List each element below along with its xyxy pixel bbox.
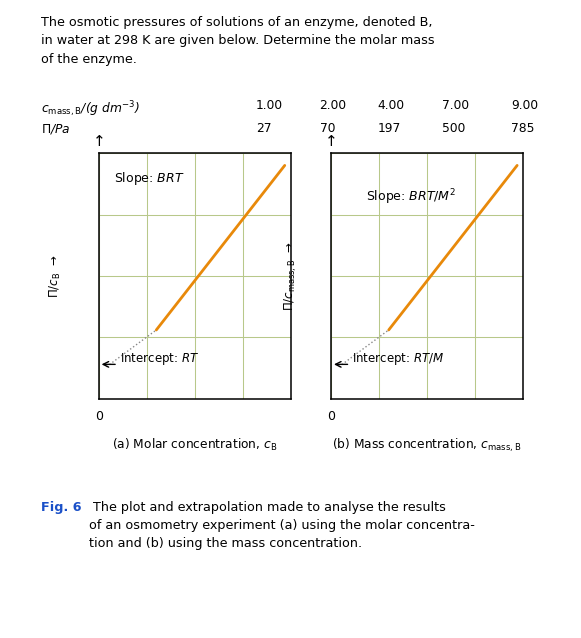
Text: 1.00: 1.00 bbox=[256, 99, 283, 112]
Text: 785: 785 bbox=[511, 122, 535, 135]
Text: Slope: $\mathit{BRT}$: Slope: $\mathit{BRT}$ bbox=[114, 170, 185, 188]
Text: (a) Molar concentration, $c_{\mathrm{B}}$: (a) Molar concentration, $c_{\mathrm{B}}… bbox=[112, 437, 277, 453]
Text: $\mathit{\Pi}$/$c_{\mathrm{B}}$  →: $\mathit{\Pi}$/$c_{\mathrm{B}}$ → bbox=[48, 254, 63, 298]
Text: $\Pi$/Pa: $\Pi$/Pa bbox=[41, 122, 70, 137]
Text: ↑: ↑ bbox=[325, 134, 338, 149]
Text: 0: 0 bbox=[95, 410, 103, 423]
Text: 4.00: 4.00 bbox=[378, 99, 405, 112]
Text: (b) Mass concentration, $c_{\mathrm{mass,B}}$: (b) Mass concentration, $c_{\mathrm{mass… bbox=[332, 437, 522, 454]
Text: 0: 0 bbox=[327, 410, 335, 423]
Text: 500: 500 bbox=[442, 122, 465, 135]
Text: $\mathit{\Pi}$/$c_{\mathrm{mass,B}}$  →: $\mathit{\Pi}$/$c_{\mathrm{mass,B}}$ → bbox=[282, 241, 299, 311]
Text: Intercept: $\mathit{RT}$/$\mathit{M}$: Intercept: $\mathit{RT}$/$\mathit{M}$ bbox=[352, 351, 444, 367]
Text: 197: 197 bbox=[378, 122, 401, 135]
Text: Intercept: $\mathit{RT}$: Intercept: $\mathit{RT}$ bbox=[120, 351, 199, 367]
Text: 7.00: 7.00 bbox=[442, 99, 469, 112]
Text: $c_{\mathrm{mass,B}}$/(g dm$^{-3}$): $c_{\mathrm{mass,B}}$/(g dm$^{-3}$) bbox=[41, 99, 139, 119]
Text: 27: 27 bbox=[256, 122, 271, 135]
Text: Fig. 6: Fig. 6 bbox=[41, 501, 81, 514]
Text: ↑: ↑ bbox=[92, 134, 105, 149]
Text: 70: 70 bbox=[320, 122, 335, 135]
Text: 9.00: 9.00 bbox=[511, 99, 539, 112]
Text: The plot and extrapolation made to analyse the results
of an osmometry experimen: The plot and extrapolation made to analy… bbox=[89, 501, 475, 550]
Text: Slope: $\mathit{BRT}$/$\mathit{M}^2$: Slope: $\mathit{BRT}$/$\mathit{M}^2$ bbox=[365, 188, 456, 207]
Text: The osmotic pressures of solutions of an enzyme, denoted B,
in water at 298 K ar: The osmotic pressures of solutions of an… bbox=[41, 16, 434, 66]
Text: 2.00: 2.00 bbox=[320, 99, 347, 112]
